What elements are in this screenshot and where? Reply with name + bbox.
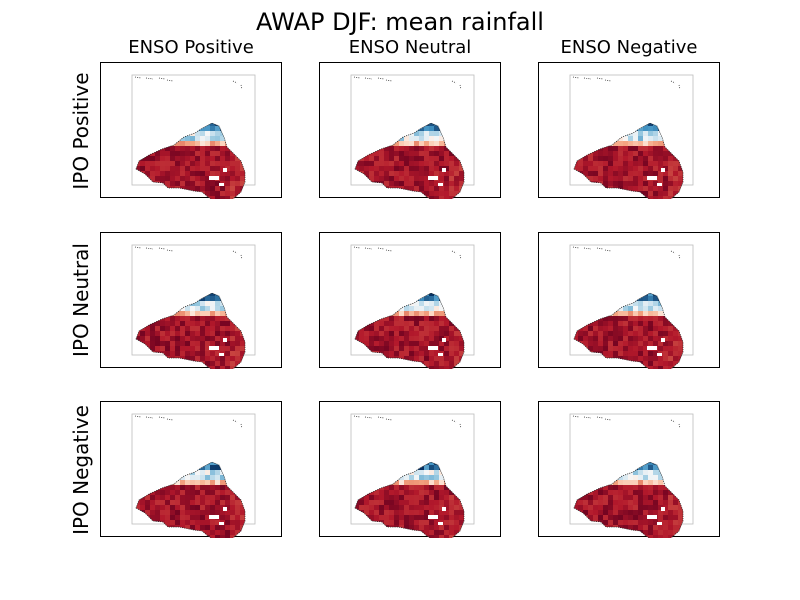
map-panel-ipo-positive-enso-neutral <box>319 62 501 199</box>
map-plot-ipo-positive-enso-negative <box>569 74 694 199</box>
island-outlines <box>572 415 681 429</box>
row-title-ipo-negative: IPO Negative <box>69 405 93 535</box>
rainfall-grid <box>136 123 245 199</box>
rainfall-grid <box>574 123 683 199</box>
map-plot-ipo-positive-enso-positive <box>131 74 256 199</box>
map-panel-ipo-neutral-enso-negative <box>538 232 720 369</box>
map-panel-ipo-negative-enso-neutral <box>319 401 501 538</box>
rainfall-grid <box>355 293 464 369</box>
map-plot-ipo-negative-enso-negative <box>569 413 694 538</box>
rainfall-grid <box>355 123 464 199</box>
map-plot-ipo-neutral-enso-negative <box>569 244 694 369</box>
island-outlines <box>134 246 243 260</box>
island-outlines <box>134 415 243 429</box>
map-panel-ipo-negative-enso-positive <box>100 401 282 538</box>
map-panel-ipo-positive-enso-positive <box>100 62 282 199</box>
row-title-ipo-neutral: IPO Neutral <box>69 243 93 357</box>
row-title-ipo-positive: IPO Positive <box>69 72 93 190</box>
map-plot-ipo-neutral-enso-positive <box>131 244 256 369</box>
map-panel-ipo-neutral-enso-neutral <box>319 232 501 369</box>
island-outlines <box>134 76 243 90</box>
column-title-enso-neutral: ENSO Neutral <box>348 37 472 58</box>
map-panel-ipo-negative-enso-negative <box>538 401 720 538</box>
island-outlines <box>572 76 681 90</box>
map-panel-ipo-neutral-enso-positive <box>100 232 282 369</box>
map-plot-ipo-negative-enso-neutral <box>350 413 475 538</box>
rainfall-grid <box>574 293 683 369</box>
map-plot-ipo-neutral-enso-neutral <box>350 244 475 369</box>
column-title-enso-positive: ENSO Positive <box>128 37 254 58</box>
rainfall-grid <box>574 462 683 538</box>
rainfall-grid <box>355 462 464 538</box>
column-title-enso-negative: ENSO Negative <box>560 37 698 58</box>
rainfall-grid <box>136 462 245 538</box>
rainfall-grid <box>136 293 245 369</box>
island-outlines <box>353 76 462 90</box>
map-plot-ipo-negative-enso-positive <box>131 413 256 538</box>
island-outlines <box>353 246 462 260</box>
map-plot-ipo-positive-enso-neutral <box>350 74 475 199</box>
map-panel-ipo-positive-enso-negative <box>538 62 720 199</box>
figure-title: AWAP DJF: mean rainfall <box>256 8 544 36</box>
island-outlines <box>572 246 681 260</box>
island-outlines <box>353 415 462 429</box>
